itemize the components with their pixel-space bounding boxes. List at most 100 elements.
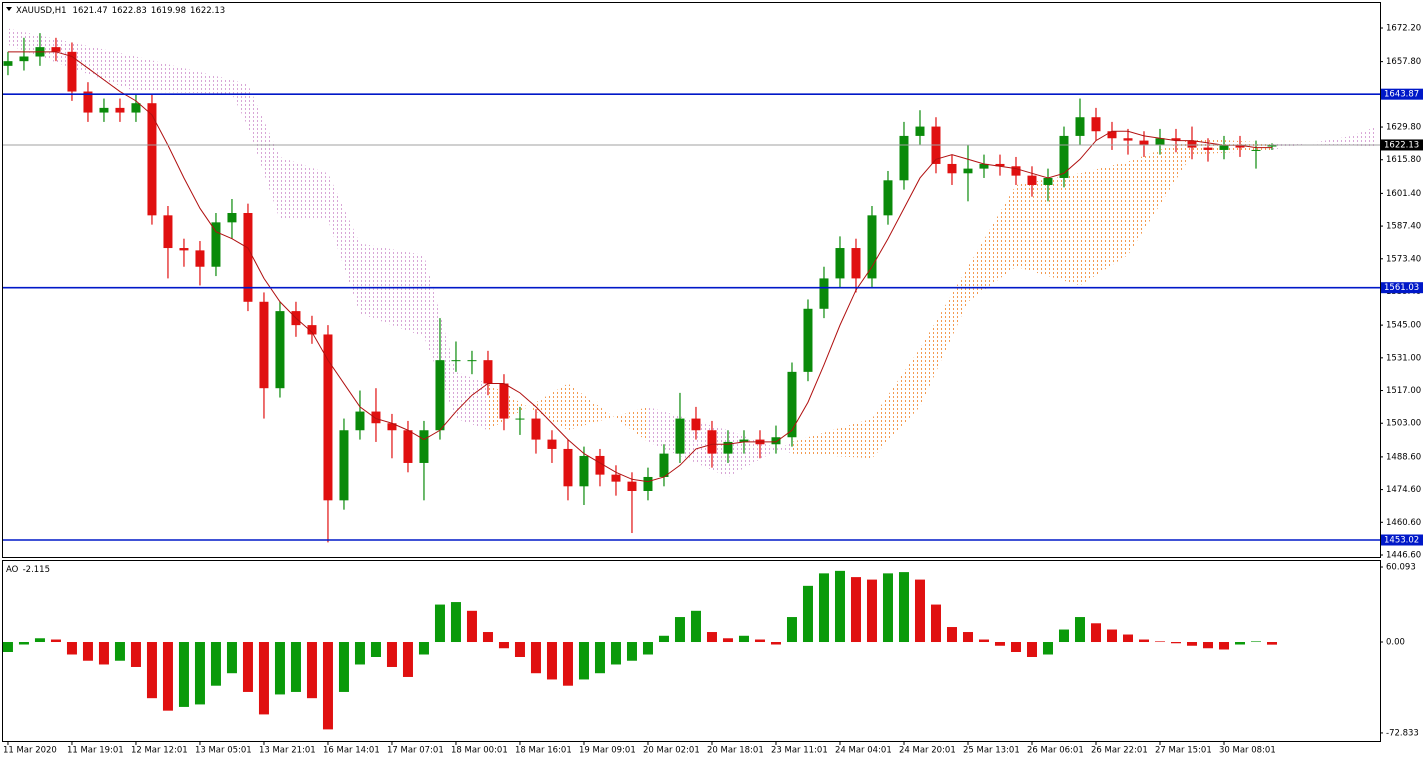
ao-bar — [546, 642, 557, 680]
y-tick-label: 1503.00 — [1386, 419, 1421, 429]
candle-body — [1123, 138, 1133, 141]
candle-body — [771, 437, 781, 445]
cloud-segment — [135, 56, 232, 94]
ao-bar — [802, 585, 813, 643]
ao-bar — [914, 579, 925, 643]
x-tick-label: 23 Mar 11:01 — [771, 746, 828, 756]
ao-bar — [754, 639, 765, 643]
ao-bar — [194, 642, 205, 705]
cloud-segment — [359, 243, 424, 337]
x-tick-label: 24 Mar 20:01 — [899, 746, 956, 756]
candle-body — [323, 334, 333, 501]
candle-body — [611, 474, 621, 482]
candle-body — [1011, 166, 1021, 176]
candle-body — [851, 248, 861, 279]
ao-bar — [1202, 642, 1213, 649]
ao-bar — [626, 642, 637, 661]
cloud-segment — [567, 383, 648, 442]
cloud-segment — [247, 84, 280, 221]
x-tick-label: 18 Mar 16:01 — [515, 746, 572, 756]
ao-bar — [1250, 641, 1261, 643]
cloud-segment — [1351, 126, 1376, 148]
candle-body — [1059, 135, 1069, 178]
ao-bar — [66, 642, 77, 655]
cloud-segment — [967, 184, 1016, 302]
ao-bar — [338, 642, 349, 692]
candle-body — [131, 103, 141, 113]
level-label: 1643.87 — [1384, 90, 1419, 100]
cloud-segment — [327, 173, 360, 314]
candle-body — [3, 61, 13, 66]
candle-body — [467, 360, 477, 362]
candle-body — [371, 411, 381, 424]
candle-body — [403, 430, 413, 463]
candle-body — [99, 107, 109, 113]
level-label: 1561.03 — [1384, 283, 1419, 293]
ao-bar — [610, 642, 621, 665]
ao-bar — [882, 573, 893, 643]
ao-bar — [946, 627, 957, 643]
ao-bar — [306, 642, 317, 699]
ao-bar — [1266, 642, 1277, 645]
symbol: XAUUSD,H1 — [16, 6, 67, 16]
ao-bar — [1154, 641, 1165, 643]
indicator-value: -2.115 — [23, 565, 50, 575]
ao-bar — [1026, 642, 1037, 657]
candle-body — [563, 448, 573, 487]
candle-body — [947, 163, 957, 174]
y-tick-label: -72.833 — [1386, 728, 1419, 738]
y-tick-label: 1446.60 — [1386, 550, 1421, 560]
ao-bar — [866, 579, 877, 643]
candle-body — [675, 418, 685, 454]
ao-bar — [1042, 642, 1053, 655]
ao-bar — [130, 642, 141, 667]
ao-bar — [322, 642, 333, 730]
x-tick-label: 11 Mar 2020 — [3, 746, 57, 756]
candle-body — [723, 441, 733, 454]
candle-body — [867, 215, 877, 279]
y-tick-label: 1587.40 — [1386, 222, 1421, 232]
candle-body — [211, 222, 221, 267]
ao-bar — [738, 635, 749, 643]
candle-body — [531, 418, 541, 440]
marks-layer — [2, 33, 1277, 730]
candle-body — [1075, 117, 1085, 136]
x-tick-label: 17 Mar 07:01 — [387, 746, 444, 756]
price-label-box — [1381, 139, 1423, 151]
chart-header: XAUUSD,H1 1621.47 1622.83 1619.98 1622.13 — [16, 6, 225, 16]
price-label: 1622.13 — [1384, 140, 1419, 150]
indicator-header: AO -2.115 — [6, 565, 50, 575]
ao-bar — [722, 638, 733, 643]
candle-body — [419, 430, 429, 463]
level-label-box — [1381, 534, 1423, 546]
cloud-segment — [279, 156, 328, 221]
candle-body — [1043, 177, 1053, 185]
y-tick-label: 1460.60 — [1386, 518, 1421, 528]
candle-body — [1251, 149, 1261, 151]
ao-bar — [386, 642, 397, 667]
x-tick-label: 13 Mar 21:01 — [259, 746, 316, 756]
x-tick-label: 24 Mar 04:01 — [835, 746, 892, 756]
candle-body — [147, 103, 157, 216]
ao-bar — [370, 642, 381, 657]
y-tick-label: 1601.40 — [1386, 189, 1421, 199]
ao-bar — [34, 638, 45, 643]
menu-triangle[interactable] — [6, 7, 12, 11]
candle-body — [691, 418, 701, 431]
candle-body — [1155, 138, 1165, 146]
ao-bar — [98, 642, 109, 665]
candle-body — [979, 163, 989, 169]
level-label-box — [1381, 282, 1423, 294]
ao-bar — [418, 642, 429, 655]
ao-bar — [1138, 639, 1149, 643]
ao-bar — [962, 632, 973, 643]
candle-body — [19, 56, 29, 62]
ao-bar — [514, 642, 525, 657]
ao-bar — [642, 642, 653, 655]
candle-body — [643, 476, 653, 491]
ao-bar — [690, 610, 701, 643]
level-label: 1453.02 — [1384, 535, 1419, 545]
ao-bar — [1186, 642, 1197, 646]
x-tick-label: 26 Mar 06:01 — [1027, 746, 1084, 756]
y-tick-label: 1531.00 — [1386, 353, 1421, 363]
